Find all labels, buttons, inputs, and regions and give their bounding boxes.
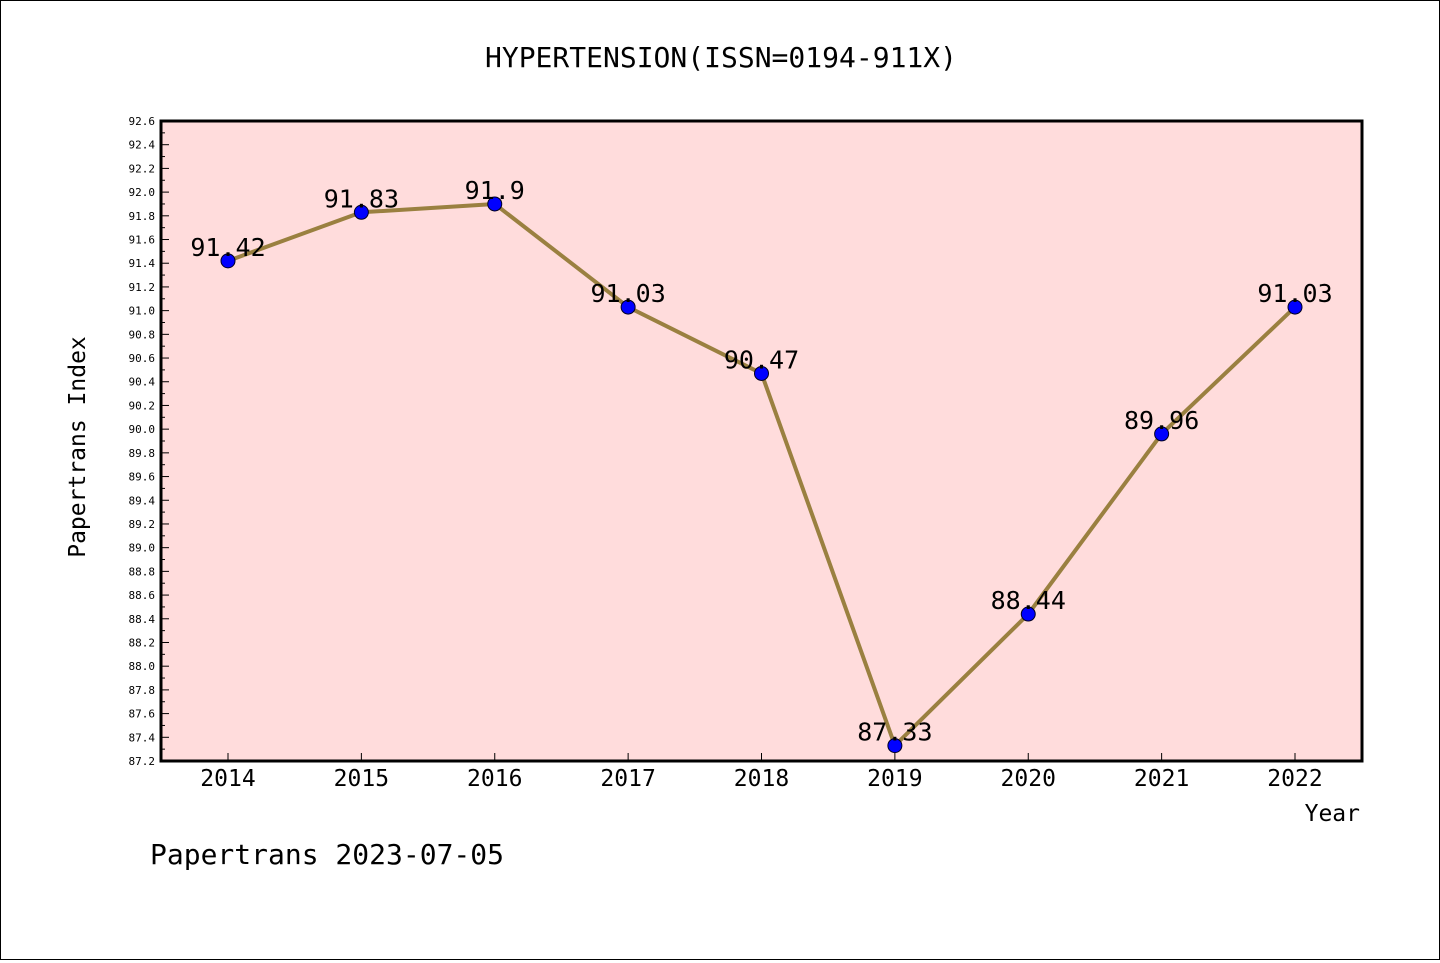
- y-tick-label: 88.4: [129, 613, 156, 626]
- data-point: [1287, 299, 1303, 315]
- y-tick-label: 91.6: [129, 234, 156, 247]
- y-tick-label: 90.2: [129, 399, 156, 412]
- data-point: [620, 299, 636, 315]
- data-label: 89.96: [1124, 406, 1199, 435]
- x-tick-label: 2017: [600, 766, 655, 792]
- x-tick-label: 2014: [200, 766, 255, 792]
- x-tick-label: 2019: [867, 766, 922, 792]
- y-tick-label: 91.0: [129, 305, 156, 318]
- data-point: [1020, 606, 1036, 622]
- y-tick-label: 87.6: [129, 708, 156, 721]
- y-tick-label: 89.0: [129, 542, 156, 555]
- y-axis-label: Papertrans Index: [65, 336, 91, 558]
- x-tick-label: 2018: [734, 766, 789, 792]
- data-point: [1154, 426, 1170, 442]
- x-tick-label: 2015: [334, 766, 389, 792]
- y-tick-label: 89.8: [129, 447, 156, 460]
- y-tick-label: 92.4: [129, 139, 156, 152]
- x-tick-label: 2020: [1001, 766, 1056, 792]
- footer-text: Papertrans 2023-07-05: [150, 838, 504, 871]
- data-label: 91.42: [190, 233, 265, 262]
- x-tick-label: 2021: [1134, 766, 1189, 792]
- data-point: [887, 738, 903, 754]
- y-tick-label: 90.4: [129, 376, 156, 389]
- y-tick-label: 92.2: [129, 162, 156, 175]
- data-label: 90.47: [724, 345, 799, 374]
- x-axis: 2014 2015 2016 2017 2018 2019 2020 2021 2022: [200, 753, 1323, 792]
- y-tick-label: 88.8: [129, 565, 156, 578]
- data-label: 91.03: [1257, 279, 1332, 308]
- y-tick-label: 89.4: [129, 494, 156, 507]
- plot-border: [159, 119, 1364, 763]
- data-point: [220, 253, 236, 269]
- y-tick-label: 87.8: [129, 684, 156, 697]
- data-label: 91.83: [324, 184, 399, 213]
- data-label: 88.44: [991, 586, 1066, 615]
- plot-area: [161, 121, 1362, 761]
- y-tick-label: 87.4: [129, 731, 156, 744]
- series: 91.42 91.83 91.9 91.03 90.47 87.33 88.44 89.96 9…: [190, 176, 1333, 754]
- x-tick-label: 2016: [467, 766, 522, 792]
- data-label: 91.03: [590, 279, 665, 308]
- y-tick-label: 92.0: [129, 186, 156, 199]
- y-tick-label: 88.6: [129, 589, 156, 602]
- y-tick-label: 89.2: [129, 518, 156, 531]
- x-axis-label: Year: [1305, 801, 1360, 827]
- y-tick-label: 91.4: [129, 257, 156, 270]
- y-tick-label: 91.8: [129, 210, 156, 223]
- y-tick-label: 91.2: [129, 281, 156, 294]
- chart-title: HYPERTENSION(ISSN=0194-911X): [485, 41, 957, 74]
- x-tick-label: 2022: [1267, 766, 1322, 792]
- y-tick-label: 87.2: [129, 755, 156, 768]
- y-tick-label: 92.6: [129, 115, 156, 128]
- y-tick-label: 90.6: [129, 352, 156, 365]
- data-point: [353, 204, 369, 220]
- y-tick-label: 90.8: [129, 328, 156, 341]
- data-point: [487, 196, 503, 212]
- data-label: 87.33: [857, 718, 932, 747]
- y-tick-label: 89.6: [129, 471, 156, 484]
- y-tick-label: 90.0: [129, 423, 156, 436]
- y-axis: 87.2 87.4 87.6 87.8 88.0 88.2 88.4 88.6 88.8 89.0…: [129, 115, 169, 768]
- y-tick-label: 88.2: [129, 636, 156, 649]
- y-tick-label: 88.0: [129, 660, 156, 673]
- data-point: [754, 365, 769, 381]
- data-label: 91.9: [465, 176, 525, 205]
